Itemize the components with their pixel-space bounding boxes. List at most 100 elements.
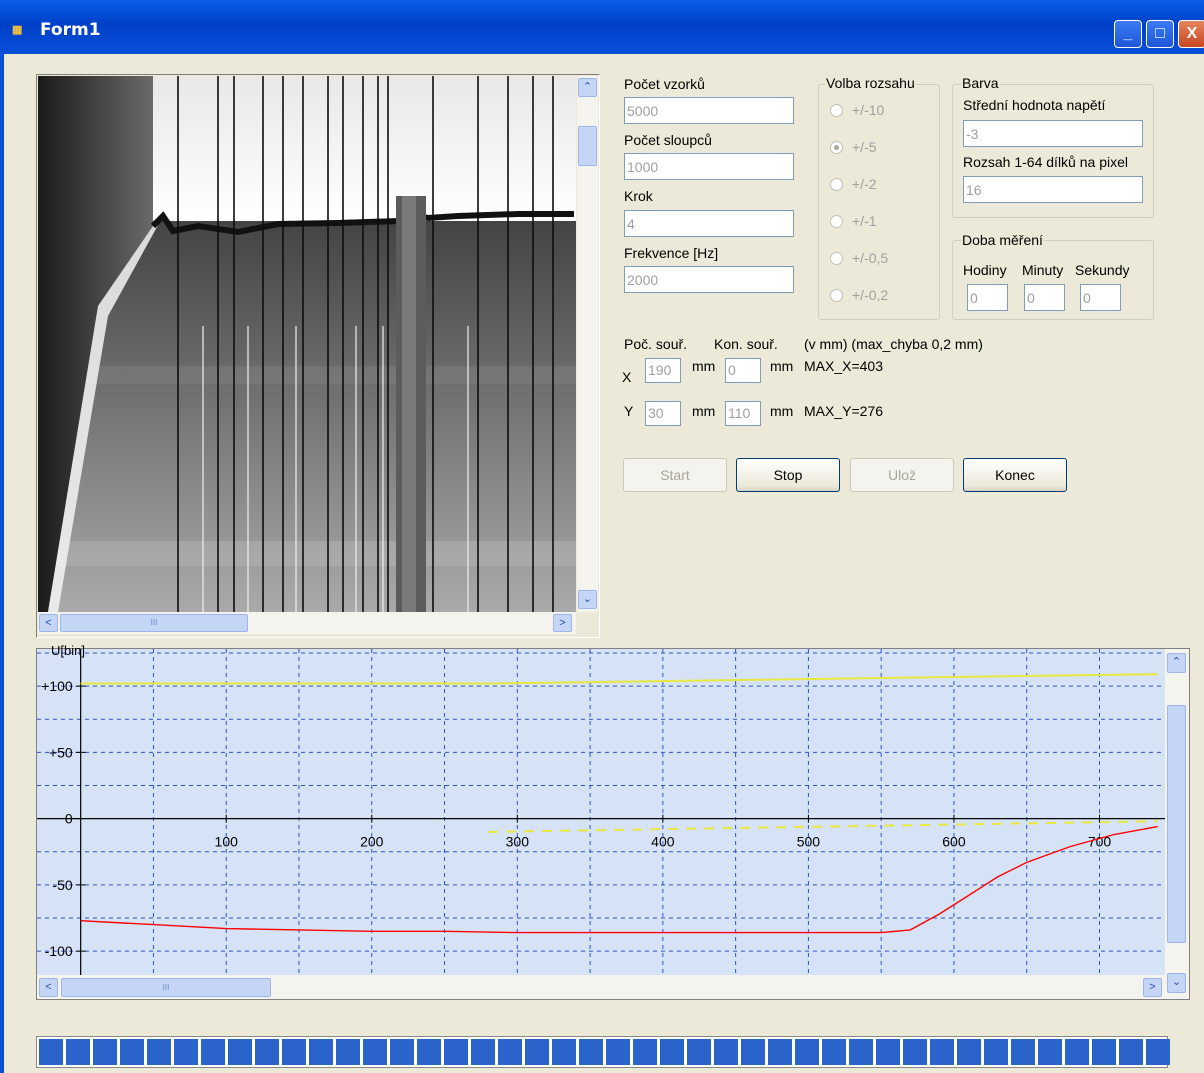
scroll-thumb[interactable]: III — [60, 614, 248, 632]
y-end-unit: mm — [770, 403, 794, 419]
range-option-label: +/-10 — [852, 102, 885, 118]
y-tick-label: +100 — [41, 678, 73, 694]
minutes-input[interactable]: 0 — [1024, 284, 1065, 311]
range-group — [818, 84, 940, 320]
x-tick-label: 300 — [506, 834, 530, 850]
progress-block — [606, 1039, 630, 1065]
scroll-thumb[interactable] — [578, 126, 597, 166]
x-tick-label: 700 — [1088, 834, 1112, 850]
scroll-down-button[interactable]: ⌄ — [1167, 973, 1186, 993]
range-option-label: +/-2 — [852, 176, 877, 192]
progress-block — [444, 1039, 468, 1065]
samples-label: Počet vzorků — [624, 76, 705, 92]
color-group — [952, 84, 1154, 218]
y-start-unit: mm — [692, 403, 716, 419]
y-tick-label: +50 — [49, 744, 73, 760]
samples-input[interactable]: 5000 — [624, 97, 794, 124]
y-max-label: MAX_Y=276 — [804, 403, 883, 419]
progress-block — [309, 1039, 333, 1065]
scroll-up-button[interactable]: ⌃ — [1167, 653, 1186, 673]
minimize-button[interactable]: _ — [1114, 20, 1142, 48]
progress-block — [552, 1039, 576, 1065]
chart-vertical-scrollbar[interactable]: ⌃ ⌄ — [1165, 649, 1189, 999]
scroll-left-button[interactable]: < — [39, 614, 58, 632]
scroll-thumb[interactable]: III — [61, 978, 271, 997]
stop-button[interactable]: Stop — [736, 458, 840, 492]
hours-input[interactable]: 0 — [967, 284, 1008, 311]
scroll-right-button[interactable]: > — [553, 614, 572, 632]
mean-voltage-input[interactable]: -3 — [963, 120, 1143, 147]
save-button[interactable]: Ulož — [850, 458, 954, 492]
progress-block — [1146, 1039, 1170, 1065]
y-tick-label: -100 — [45, 943, 73, 959]
x-max-label: MAX_X=403 — [804, 358, 883, 374]
progress-block — [498, 1039, 522, 1065]
progress-block — [903, 1039, 927, 1065]
progress-block — [174, 1039, 198, 1065]
progress-block — [714, 1039, 738, 1065]
duration-group — [952, 240, 1154, 320]
progress-block — [201, 1039, 225, 1065]
range-radio-3[interactable] — [830, 215, 843, 228]
x-label: X — [622, 369, 632, 385]
scroll-up-button[interactable]: ⌃ — [578, 78, 597, 97]
progress-block — [93, 1039, 117, 1065]
progress-block — [741, 1039, 765, 1065]
x-tick-label: 200 — [360, 834, 384, 850]
progress-block — [228, 1039, 252, 1065]
exit-button[interactable]: Konec — [963, 458, 1067, 492]
progress-block — [687, 1039, 711, 1065]
range-radio-4[interactable] — [830, 252, 843, 265]
range-option-label: +/-0,2 — [852, 287, 889, 303]
progress-block — [120, 1039, 144, 1065]
x-tick-label: 600 — [942, 834, 966, 850]
y-tick-label: 0 — [65, 811, 73, 827]
app-icon: ▦ — [12, 24, 23, 36]
progress-block — [390, 1039, 414, 1065]
progress-bar — [36, 1036, 1170, 1068]
range-radio-5[interactable] — [830, 289, 843, 302]
x-start-unit: mm — [692, 358, 716, 374]
window-frame — [0, 54, 4, 1073]
maximize-button[interactable]: □ — [1146, 20, 1174, 48]
step-label: Krok — [624, 188, 653, 204]
signal-chart: 100 200 300 400 500 600 700 +100 +50 0 -50 -100 — [37, 649, 1165, 975]
range-radio-1[interactable] — [830, 141, 843, 154]
scroll-down-button[interactable]: ⌄ — [578, 590, 597, 609]
progress-block — [984, 1039, 1008, 1065]
y-start-input[interactable]: 30 — [645, 401, 681, 426]
x-end-input[interactable]: 0 — [725, 358, 761, 383]
window-title: Form1 — [40, 20, 101, 40]
columns-input[interactable]: 1000 — [624, 153, 794, 180]
start-button[interactable]: Start — [623, 458, 727, 492]
range-radio-2[interactable] — [830, 178, 843, 191]
start-coord-label: Poč. souř. — [624, 336, 688, 352]
title-bar: ▦ Form1 _ □ X — [0, 0, 1204, 54]
scroll-left-button[interactable]: < — [39, 978, 58, 997]
step-input[interactable]: 4 — [624, 210, 794, 237]
range-radio-0[interactable] — [830, 104, 843, 117]
columns-label: Počet sloupců — [624, 132, 712, 148]
seconds-input[interactable]: 0 — [1080, 284, 1121, 311]
image-horizontal-scrollbar[interactable]: < III > — [38, 612, 576, 634]
range-option-label: +/-5 — [852, 139, 877, 155]
progress-block — [1011, 1039, 1035, 1065]
progress-block — [822, 1039, 846, 1065]
progress-block — [471, 1039, 495, 1065]
chart-horizontal-scrollbar[interactable]: < III > — [37, 975, 1165, 999]
progress-block — [363, 1039, 387, 1065]
close-button[interactable]: X — [1178, 20, 1204, 48]
progress-block — [633, 1039, 657, 1065]
image-vertical-scrollbar[interactable]: ⌃ ⌄ — [577, 76, 598, 612]
progress-block — [417, 1039, 441, 1065]
x-start-input[interactable]: 190 — [645, 358, 681, 383]
progress-block — [336, 1039, 360, 1065]
progress-block — [1092, 1039, 1116, 1065]
scroll-thumb[interactable] — [1167, 705, 1186, 943]
color-range-input[interactable]: 16 — [963, 176, 1143, 203]
frequency-input[interactable]: 2000 — [624, 266, 794, 293]
y-end-input[interactable]: 110 — [725, 401, 761, 426]
signal-series-line — [80, 825, 1158, 934]
scroll-right-button[interactable]: > — [1143, 978, 1162, 997]
frequency-label: Frekvence [Hz] — [624, 245, 719, 261]
